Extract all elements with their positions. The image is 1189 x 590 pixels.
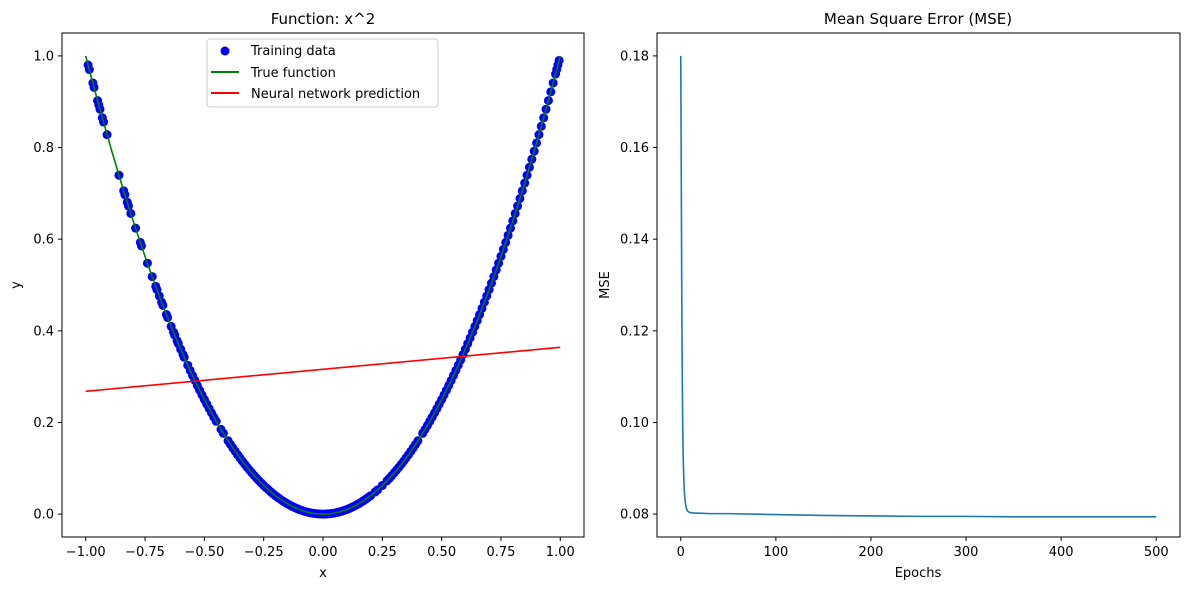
mse-plot-area — [657, 33, 1180, 537]
mse-plot-ytick-label: 0.12 — [620, 324, 649, 339]
function-plot-xtick-label: 0.50 — [427, 545, 456, 560]
function-plot-xtick-label: −0.50 — [184, 545, 224, 560]
mse-plot-xtick-label: 400 — [1049, 545, 1074, 560]
function-plot-xtick-label: −1.00 — [66, 545, 106, 560]
mse-curve — [679, 55, 1157, 518]
function-plot-xtick-label: 0.25 — [368, 545, 397, 560]
function-plot-xtick-label: 0.75 — [486, 545, 515, 560]
function-plot-xtick-label: 1.00 — [546, 545, 575, 560]
nn-prediction-line — [85, 346, 561, 393]
mse-plot-ytick-label: 0.14 — [620, 233, 649, 248]
mse-plot-ytick-label: 0.08 — [620, 508, 649, 523]
function-plot-ytick-label: 0.8 — [33, 141, 54, 156]
mse-plot-ytick-label: 0.10 — [620, 416, 649, 431]
function-plot-xlabel: x — [319, 566, 327, 581]
function-plot-ylabel: y — [9, 281, 24, 289]
mse-plot-xtick-label: 500 — [1144, 545, 1169, 560]
function-plot-area — [62, 33, 584, 537]
function-plot-xtick-label: −0.25 — [244, 545, 284, 560]
function-plot-ytick-label: 0.0 — [33, 508, 54, 523]
function-plot-legend: Training data True function Neural netwo… — [206, 38, 439, 108]
legend-box — [206, 38, 439, 108]
mse-plot-ytick-label: 0.18 — [620, 49, 649, 64]
function-plot-ticks: −1.00 −0.75 −0.50 −0.25 0.00 0.25 0.50 0.75 1.00… — [33, 49, 574, 560]
function-plot-title: Function: x^2 — [271, 10, 376, 28]
function-plot-xtick-label: 0.00 — [309, 545, 338, 560]
legend-label-nn-prediction: Neural network prediction — [251, 87, 420, 102]
function-plot-panel: −1.00 −0.75 −0.50 −0.25 0.00 0.25 0.50 0.75 1.00… — [9, 10, 585, 581]
mse-plot-xtick-label: 200 — [859, 545, 884, 560]
mse-plot-ytick-label: 0.16 — [620, 141, 649, 156]
mse-plot-xtick-label: 100 — [763, 545, 788, 560]
function-plot-ytick-label: 0.6 — [33, 233, 54, 248]
function-plot-xtick-label: −0.75 — [125, 545, 165, 560]
legend-label-true-function: True function — [250, 66, 336, 81]
mse-plot-xtick-label: 0 — [677, 545, 685, 560]
mse-plot-xlabel: Epochs — [895, 566, 942, 581]
function-plot-ytick-label: 1.0 — [33, 49, 54, 64]
legend-label-training-data: Training data — [250, 44, 336, 59]
mse-plot-ticks: 0 100 200 300 400 500 0.08 0.10 0.12 0.14 0.16 0.18 — [620, 49, 1169, 560]
mse-plot-title: Mean Square Error (MSE) — [824, 10, 1012, 28]
mse-plot-data — [679, 55, 1157, 518]
mse-plot-xtick-label: 300 — [954, 545, 979, 560]
function-plot-ytick-label: 0.4 — [33, 324, 54, 339]
mse-plot-panel: 0 100 200 300 400 500 0.08 0.10 0.12 0.14 0.16 0.18… — [598, 10, 1181, 581]
function-plot-ytick-label: 0.2 — [33, 416, 54, 431]
legend-marker-training-data — [220, 46, 230, 56]
mse-plot-ylabel: MSE — [598, 271, 613, 299]
mse-plot-frame — [656, 32, 1181, 538]
function-plot-frame — [61, 32, 585, 538]
true-function-line — [84, 55, 562, 515]
function-plot-data — [83, 55, 564, 519]
